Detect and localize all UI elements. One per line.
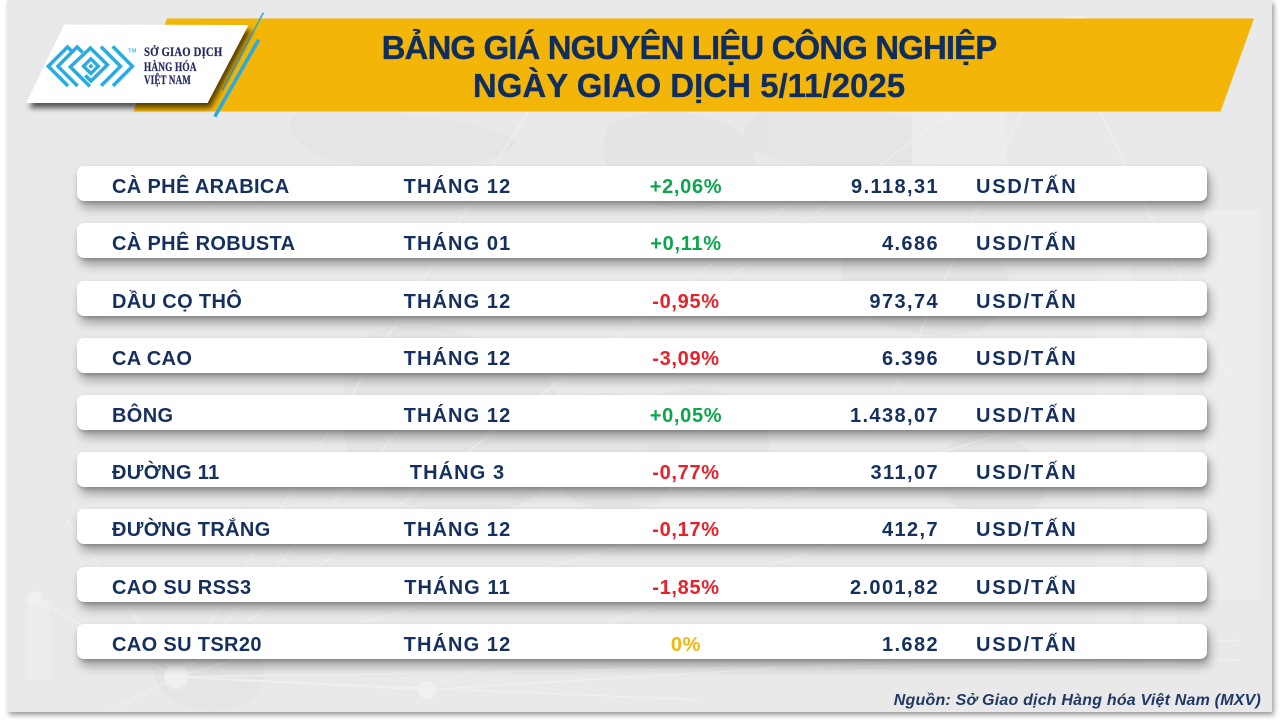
svg-text:TM: TM <box>128 49 137 55</box>
